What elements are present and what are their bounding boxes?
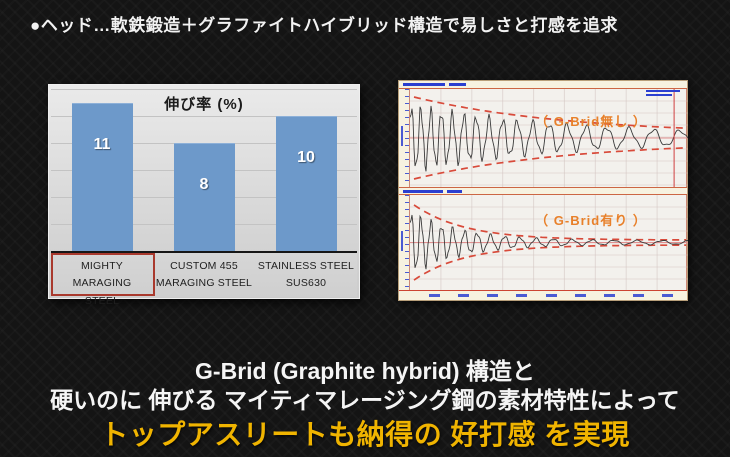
caption-line2: 硬いのに 伸びる マイティマレージング鋼の素材特性によって [50,387,680,413]
plot2-header-strip [399,187,687,195]
caption-line1: G-Brid (Graphite hybrid) 構造と [195,358,535,384]
x-axis-tick [429,294,440,297]
plot1-cursor-readout [646,90,680,98]
x-axis-tick [458,294,470,297]
x-axis-tick [545,294,557,297]
bar-column: 11 [51,89,153,251]
bar-chart-title: 伸び率 (%) [164,96,244,113]
x-axis-tick [632,294,644,297]
caption-highlight: トップアスリートも納得の 好打感 を実現 [100,419,630,450]
plot2-y-axis-ticks [401,195,409,290]
x-axis-tick-strip [399,290,687,300]
bars: 11 8 10 [51,89,357,251]
gridline [51,116,357,117]
bar-column: 10 [255,89,357,251]
category-label: CUSTOM 455 MARAGING STEEL [155,260,253,290]
plot1-y-axis-ticks [401,89,409,187]
plot-with-gbrid [409,195,688,290]
bar-value-label: 8 [199,176,209,193]
bar-value-label: 11 [93,135,111,153]
x-axis-tick [487,294,499,297]
annotation-without-gbrid: （ G-Brid無し ） [535,114,647,129]
elongation-bar-chart-panel: 伸び率 (%) 11 8 10 MIGHTY MARAGING STEEL CUSTOM… [48,84,360,307]
gridline [51,89,357,90]
bar-mighty-maraging-steel: 11 [71,102,133,251]
waveform-with-gbrid [409,195,688,290]
bar-value-label: 10 [297,149,315,166]
plot-without-gbrid [409,89,689,187]
plot1-header-strip [399,81,687,89]
bar-stainless-steel-sus630: 10 [275,116,337,251]
category-label: STAINLESS STEEL SUS630 [257,260,355,290]
x-axis-tick [516,294,528,297]
x-axis-tick [603,294,615,297]
bar-chart-plot-area: 11 8 10 [51,89,357,251]
plot2-header-readout [403,190,466,208]
annotation-with-gbrid: （ G-Brid有り ） [535,213,647,228]
headline-text: ●ヘッド…軟鉄鍛造＋グラファイトハイブリッド構造で易しさと打感を追求 [30,16,618,35]
x-axis-tick [662,294,673,297]
x-axis-tick [574,294,586,297]
bar-column: 8 [153,89,255,251]
waveform-without-gbrid [409,89,689,187]
plot1-header-readout [403,83,470,101]
bar-chart-category-axis: MIGHTY MARAGING STEEL CUSTOM 455 MARAGING S… [51,251,357,307]
category-label: MIGHTY MARAGING STEEL [51,253,155,307]
vibration-graphs-panel: （ G-Brid無し ） （ G-Brid有り ） [398,80,689,301]
bar-custom-455-maraging-steel: 8 [173,143,235,251]
